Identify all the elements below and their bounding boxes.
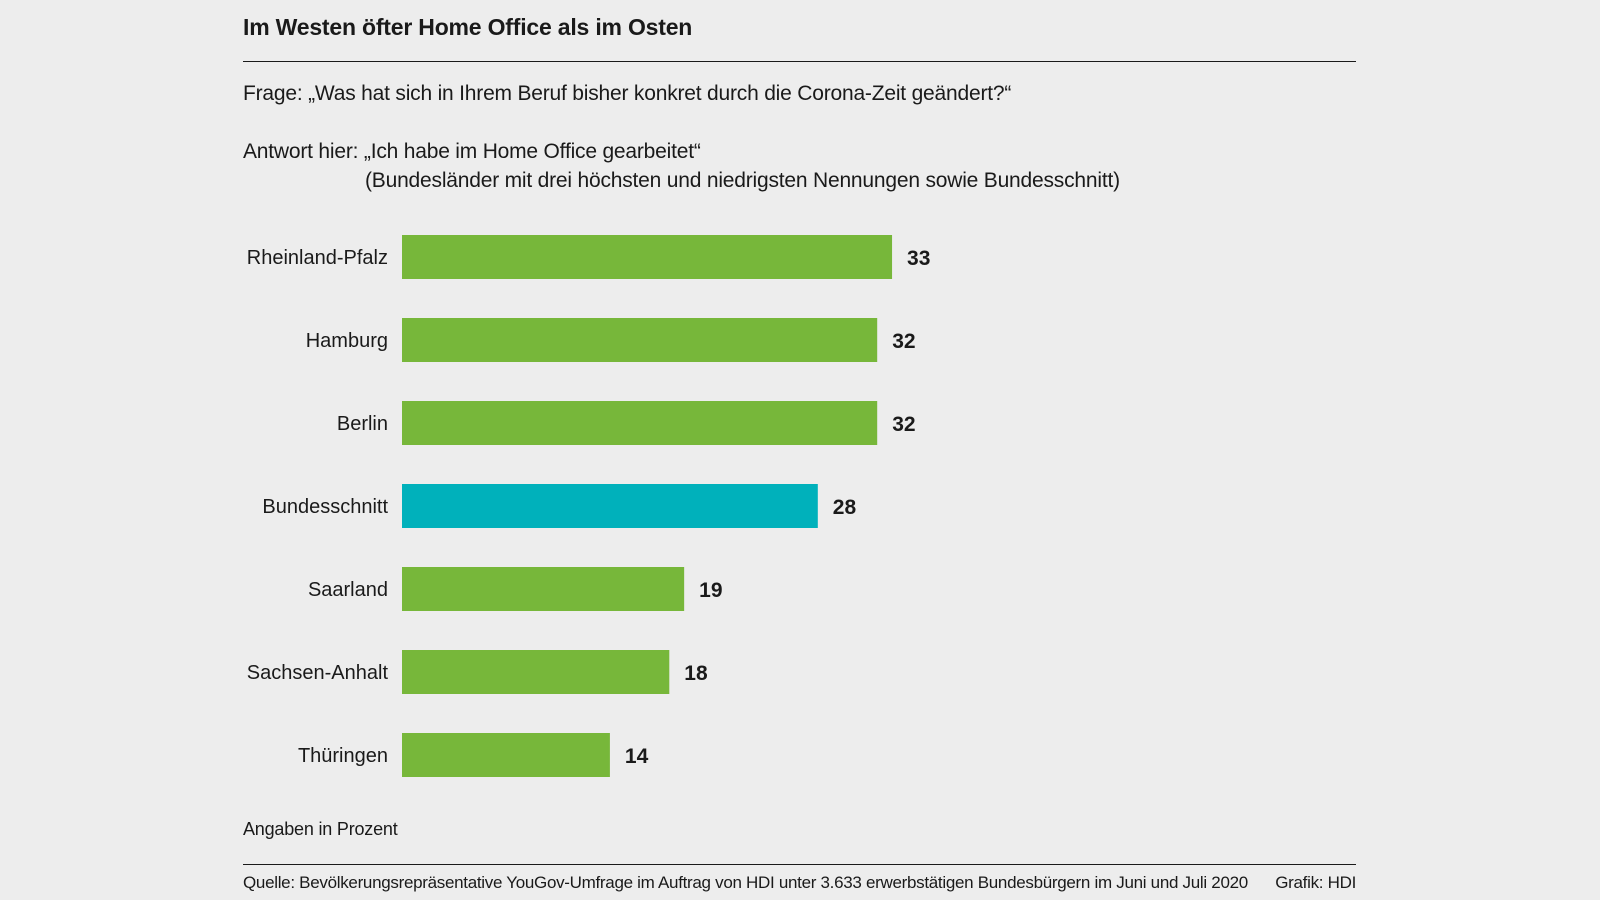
unit-note: Angaben in Prozent [243, 819, 398, 839]
bottom-divider [243, 864, 1356, 865]
bar-bundesschnitt [402, 484, 818, 528]
value-label: 18 [684, 662, 708, 685]
bar-sachsen-anhalt [402, 650, 670, 694]
source-note: Quelle: Bevölkerungsrepräsentative YouGo… [243, 873, 1248, 892]
category-label: Saarland [308, 579, 388, 601]
category-label: Thüringen [298, 745, 388, 767]
category-label: Bundesschnitt [262, 496, 388, 518]
value-label: 28 [833, 496, 857, 519]
category-label: Berlin [337, 413, 388, 435]
bar-chart: Rheinland-Pfalz 33 Hamburg 32 Berlin 32 Bundes… [247, 235, 930, 777]
bar-hamburg [402, 318, 878, 362]
bar-berlin [402, 401, 878, 445]
question-text: Frage: „Was hat sich in Ihrem Beruf bish… [243, 82, 1012, 105]
bar-saarland [402, 567, 685, 611]
chart-title: Im Westen öfter Home Office als im Osten [243, 14, 693, 40]
category-label: Rheinland-Pfalz [247, 247, 388, 269]
category-label: Hamburg [306, 330, 388, 352]
graphic-credit: Grafik: HDI [1275, 873, 1356, 892]
answer-label: Antwort hier: „Ich habe im Home Office g… [243, 140, 701, 163]
category-label: Sachsen-Anhalt [247, 662, 389, 684]
value-label: 32 [892, 330, 915, 353]
bar-rheinland-pfalz [402, 235, 893, 279]
top-divider [243, 61, 1356, 62]
value-label: 33 [907, 247, 930, 270]
value-label: 32 [892, 413, 915, 436]
value-label: 14 [625, 745, 649, 768]
value-label: 19 [699, 579, 722, 602]
answer-note: (Bundesländer mit drei höchsten und nied… [365, 169, 1120, 192]
bar-thüringen [402, 733, 610, 777]
